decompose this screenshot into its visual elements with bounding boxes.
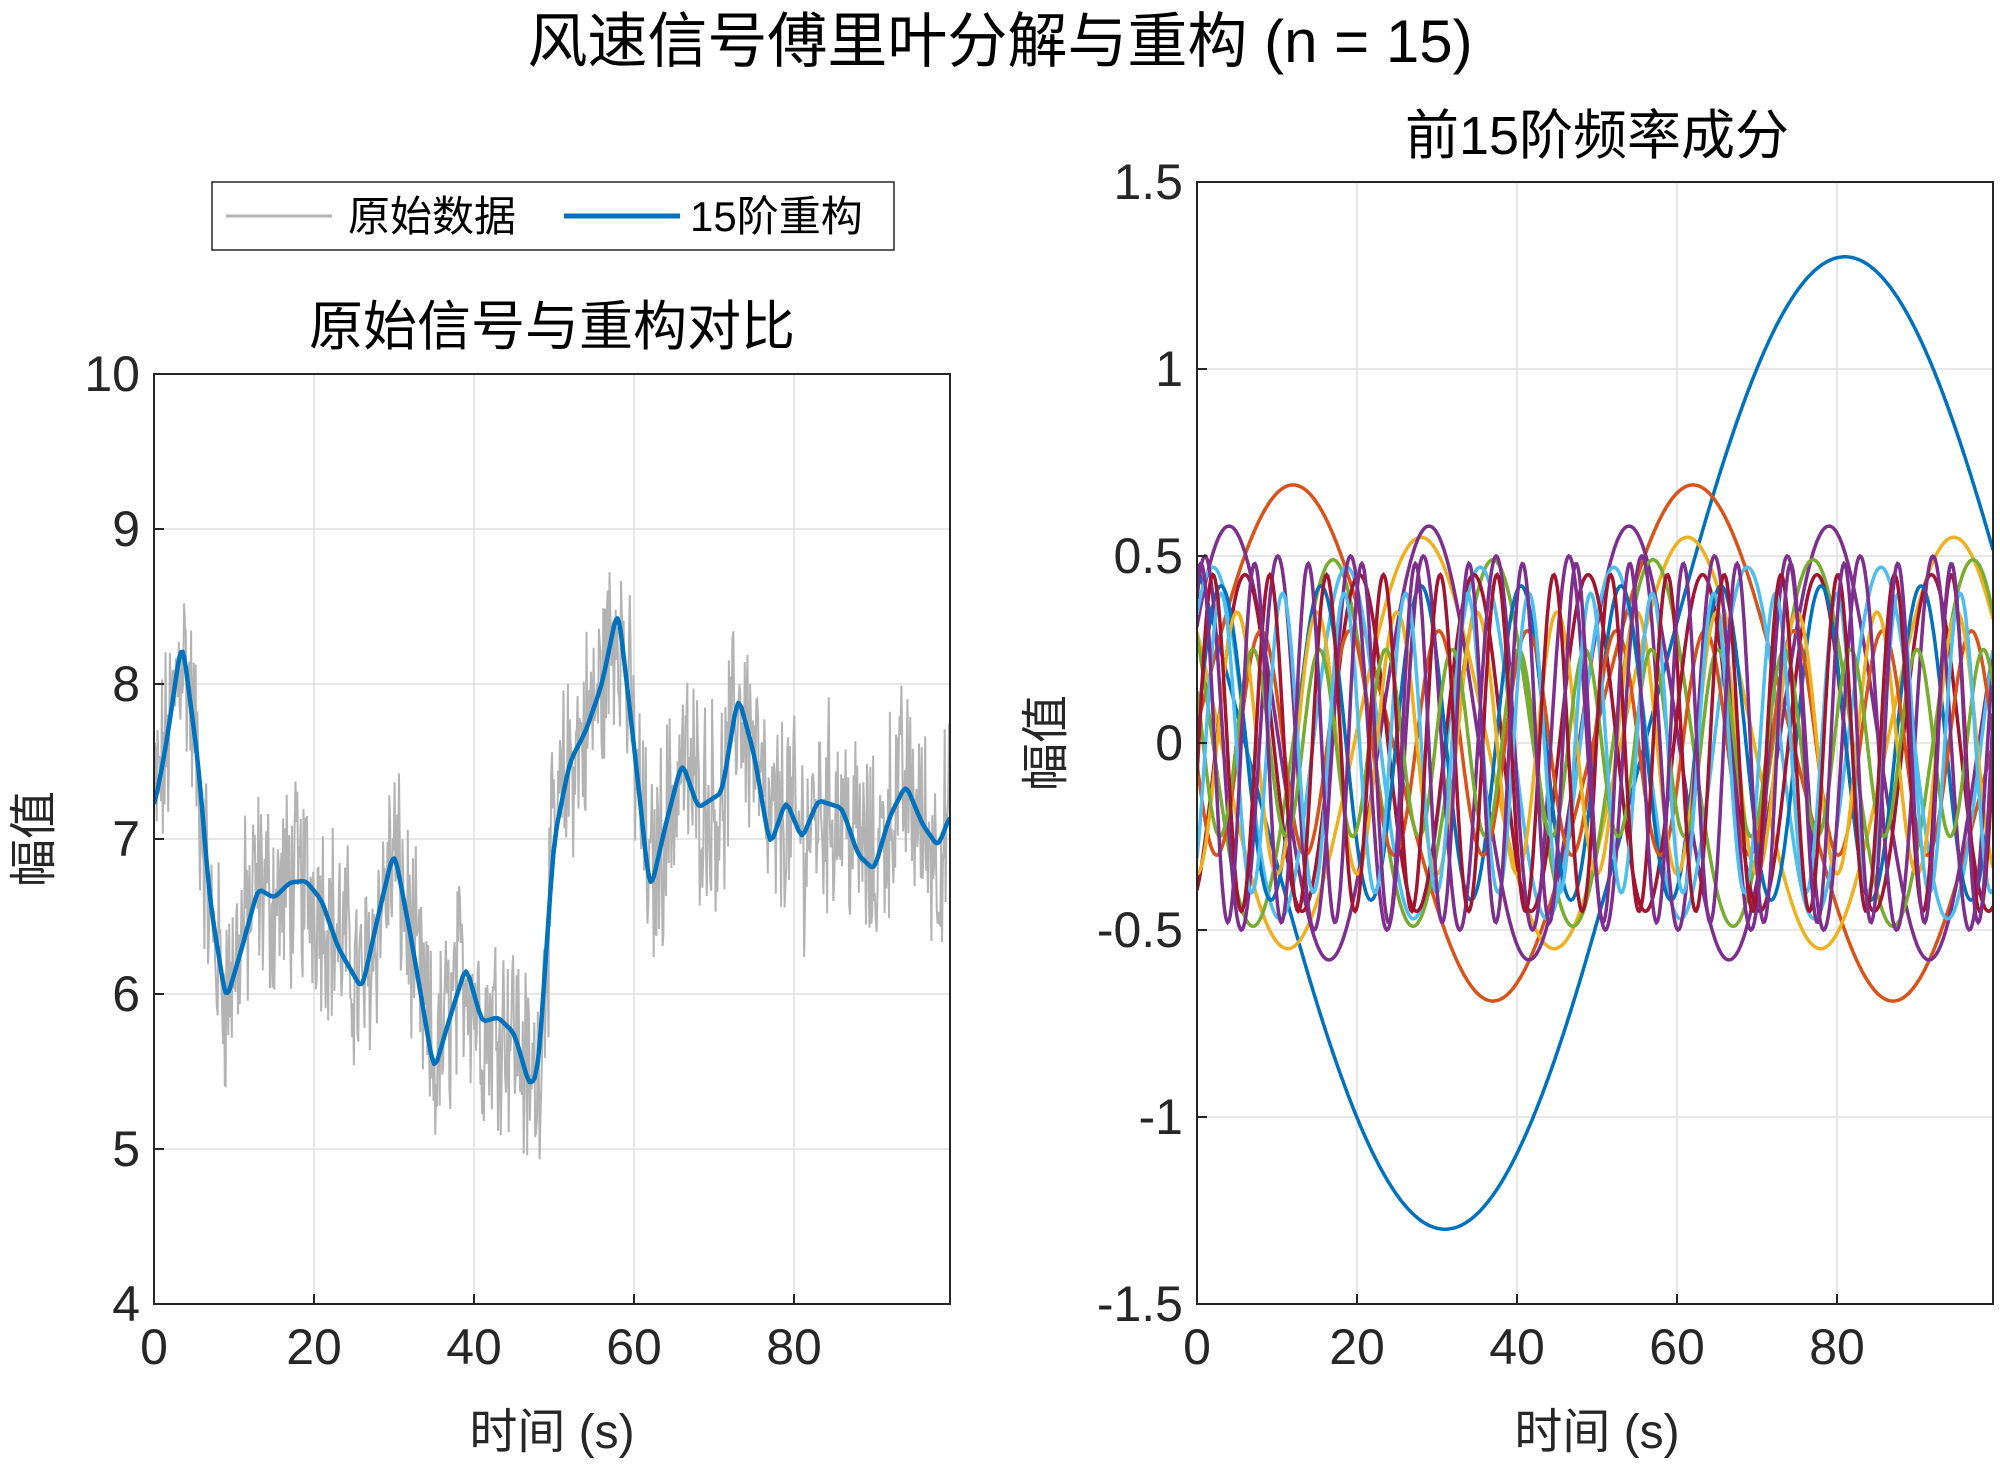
- right-xtick-label: 40: [1489, 1319, 1545, 1375]
- left-series-group: [154, 572, 950, 1160]
- right-ylabel: 幅值: [1020, 695, 1073, 791]
- right-ytick-label: 1.5: [1113, 154, 1183, 210]
- right-chart: 前15阶频率成分 0 20 40 60 80 -1.5 -1 -0.5 0 0.5 1 1.5 时间 …: [1020, 106, 1994, 1459]
- left-tick-labels: 0 20 40 60 80 4 5 6 7 8 9 10: [84, 346, 821, 1375]
- series-reconstruction-line: [154, 616, 950, 1085]
- right-xtick-label: 20: [1329, 1319, 1385, 1375]
- right-xtick-label: 80: [1809, 1319, 1865, 1375]
- right-ytick-label: 1: [1155, 341, 1183, 397]
- left-xtick-label: 0: [140, 1319, 168, 1375]
- right-xtick-label: 60: [1649, 1319, 1705, 1375]
- left-ytick-label: 5: [112, 1121, 140, 1177]
- component-6-line: [1197, 565, 1993, 921]
- legend-label-recon: 15阶重构: [690, 193, 863, 240]
- left-xtick-label: 80: [766, 1319, 822, 1375]
- legend-label-raw: 原始数据: [348, 193, 516, 240]
- left-xtick-label: 60: [606, 1319, 662, 1375]
- right-ytick-label: 0: [1155, 715, 1183, 771]
- left-ytick-label: 8: [112, 656, 140, 712]
- right-series-group: [1197, 255, 1993, 1231]
- left-ytick-label: 9: [112, 501, 140, 557]
- right-ytick-label: -1: [1139, 1089, 1183, 1145]
- right-tick-labels: 0 20 40 60 80 -1.5 -1 -0.5 0 0.5 1 1.5: [1097, 154, 1865, 1375]
- right-ytick-label: -0.5: [1097, 902, 1183, 958]
- right-xlabel: 时间 (s): [1514, 1406, 1679, 1459]
- series-raw-line: [154, 572, 950, 1160]
- left-ylabel: 幅值: [8, 791, 61, 887]
- left-xlabel: 时间 (s): [469, 1406, 634, 1459]
- left-ytick-label: 10: [84, 346, 140, 402]
- component-12-line: [1197, 647, 1993, 839]
- component-13-line: [1197, 591, 1993, 895]
- left-ytick-label: 4: [112, 1276, 140, 1332]
- component-14-line: [1197, 571, 1993, 915]
- figure-suptitle: 风速信号傅里叶分解与重构 (n = 15): [527, 8, 1472, 75]
- left-chart-title: 原始信号与重构对比: [309, 297, 795, 357]
- right-ytick-label: 0.5: [1113, 528, 1183, 584]
- component-1-line: [1197, 255, 1993, 1231]
- right-ytick-label: -1.5: [1097, 1276, 1183, 1332]
- left-chart: 原始信号与重构对比 0 20 40 60 80 4 5 6 7 8 9 10 时间 (s) 幅值 原始…: [8, 181, 951, 1459]
- right-chart-title: 前15阶频率成分: [1405, 106, 1789, 166]
- component-15-line: [1197, 560, 1993, 926]
- left-ytick-label: 7: [112, 811, 140, 867]
- right-xtick-label: 0: [1183, 1319, 1211, 1375]
- left-xtick-label: 40: [446, 1319, 502, 1375]
- left-xtick-label: 20: [286, 1319, 342, 1375]
- left-legend: 原始数据 15阶重构: [211, 181, 895, 251]
- left-ytick-label: 6: [112, 966, 140, 1022]
